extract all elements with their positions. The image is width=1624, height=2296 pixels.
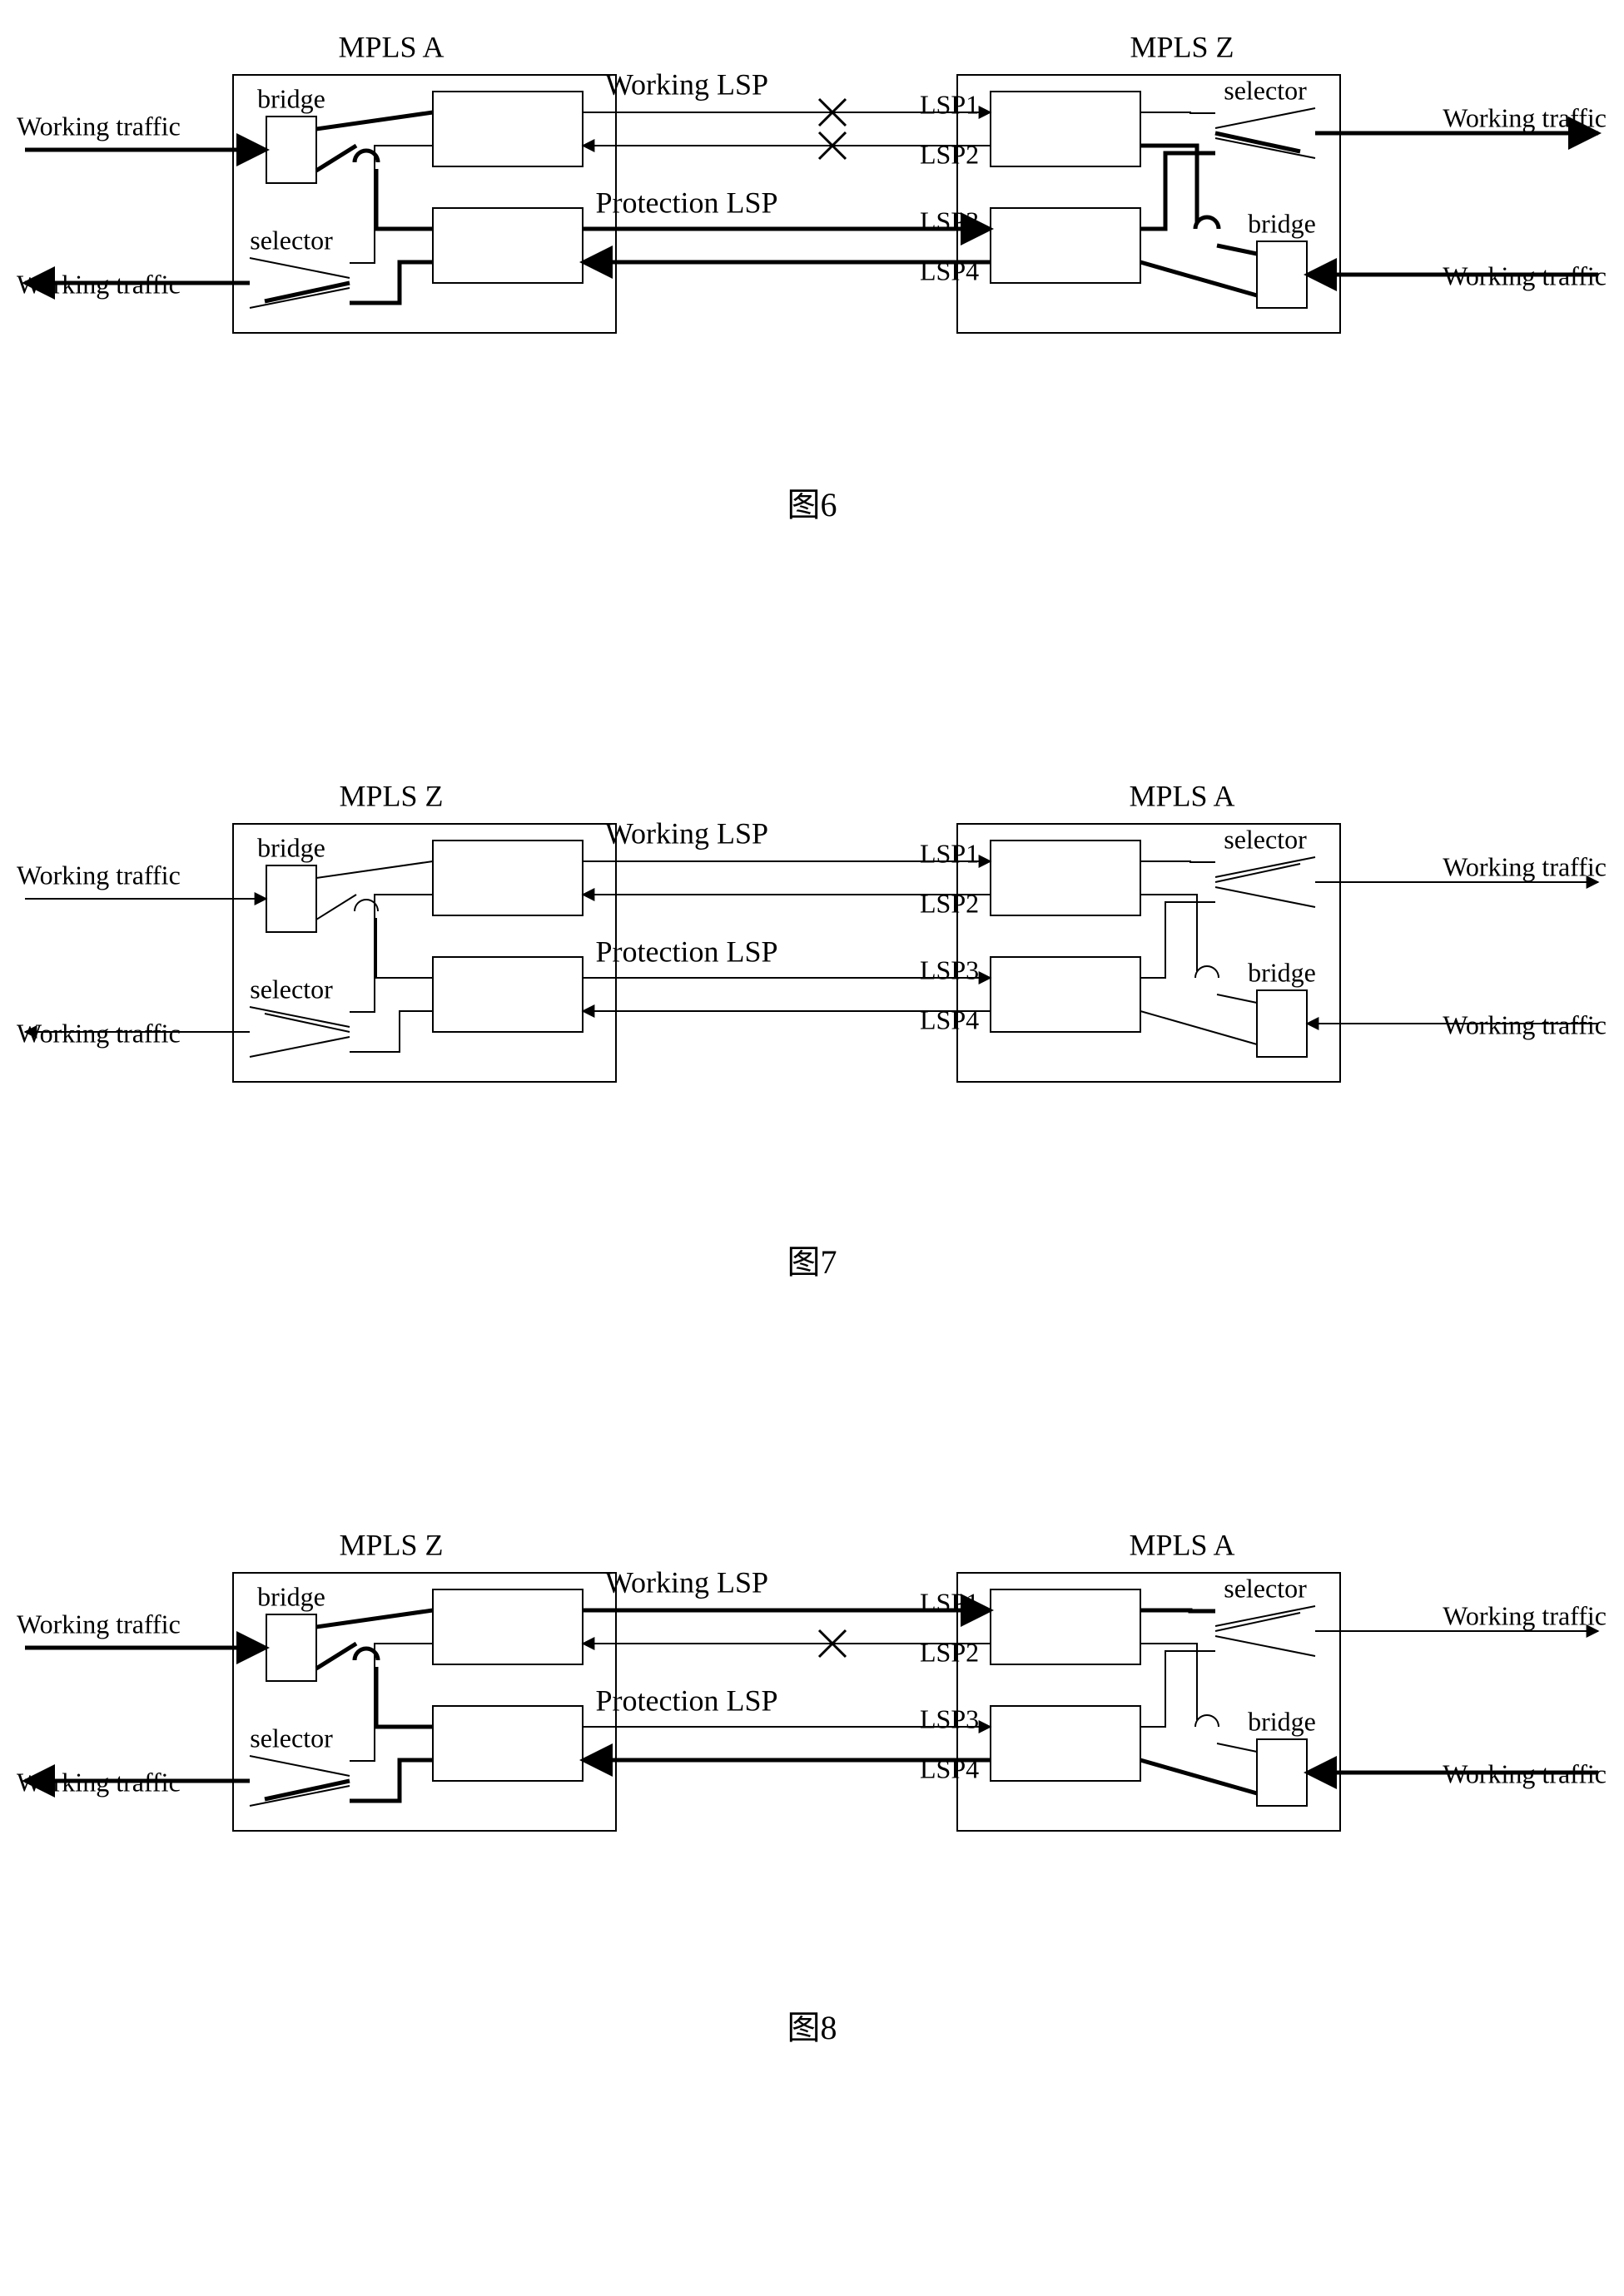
figure: MPLS A MPLS Z bridge selector selector bridge…	[17, 30, 1607, 333]
bridge-label: bridge	[1248, 208, 1316, 238]
lsp1-label: LSP1	[920, 838, 979, 868]
bridge-label: bridge	[1248, 1706, 1316, 1736]
protection-lsp-label: Protection LSP	[595, 1684, 777, 1717]
figure-caption: 图8	[787, 2009, 837, 2046]
working-traffic-label: Working traffic	[17, 1018, 181, 1048]
lsp2-label: LSP2	[920, 139, 979, 169]
working-traffic-label: Working traffic	[1443, 1600, 1607, 1630]
left-title: MPLS Z	[339, 1528, 443, 1561]
selector-label: selector	[250, 974, 333, 1004]
protection-lsp-label: Protection LSP	[595, 935, 777, 968]
right-title: MPLS A	[1129, 779, 1234, 812]
figure: MPLS Z MPLS A bridge selector selector bridge…	[17, 779, 1607, 1082]
working-lsp-label: Working LSP	[605, 67, 768, 101]
bridge-label: bridge	[257, 83, 325, 113]
working-traffic-label: Working traffic	[17, 1609, 181, 1639]
right-title: MPLS Z	[1130, 30, 1234, 63]
lsp1-label: LSP1	[920, 89, 979, 119]
working-traffic-label: Working traffic	[17, 111, 181, 141]
selector-label: selector	[1224, 824, 1307, 854]
figure-caption: 图6	[787, 486, 837, 523]
selector-label: selector	[250, 1723, 333, 1753]
left-title: MPLS A	[338, 30, 444, 63]
bridge-label: bridge	[1248, 957, 1316, 987]
working-lsp-label: Working LSP	[605, 816, 768, 850]
lsp2-label: LSP2	[920, 888, 979, 918]
selector-label: selector	[1224, 75, 1307, 105]
working-traffic-label: Working traffic	[17, 860, 181, 890]
working-traffic-label: Working traffic	[1443, 1009, 1607, 1039]
figure: MPLS Z MPLS A bridge selector selector bridge…	[17, 1528, 1607, 1831]
figure-caption: 图7	[787, 1243, 837, 1281]
lsp3-label: LSP3	[920, 206, 979, 236]
lsp2-label: LSP2	[920, 1637, 979, 1667]
lsp3-label: LSP3	[920, 1703, 979, 1733]
selector-label: selector	[250, 225, 333, 255]
selector-label: selector	[1224, 1573, 1307, 1603]
working-traffic-label: Working traffic	[1443, 851, 1607, 881]
lsp4-label: LSP4	[920, 1004, 979, 1034]
bridge-label: bridge	[257, 832, 325, 862]
left-title: MPLS Z	[339, 779, 443, 812]
lsp3-label: LSP3	[920, 955, 979, 984]
protection-lsp-label: Protection LSP	[595, 186, 777, 219]
bridge-label: bridge	[257, 1581, 325, 1611]
working-traffic-label: Working traffic	[1443, 102, 1607, 132]
working-lsp-label: Working LSP	[605, 1565, 768, 1599]
right-title: MPLS A	[1129, 1528, 1234, 1561]
lsp1-label: LSP1	[920, 1587, 979, 1617]
